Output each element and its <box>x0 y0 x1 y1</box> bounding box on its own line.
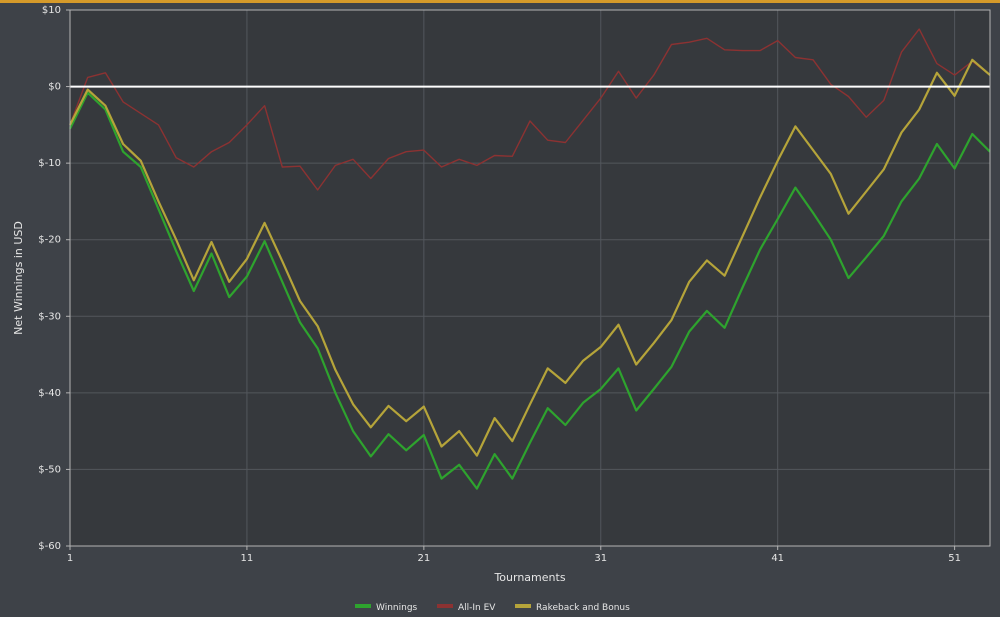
y-tick-label: $-20 <box>38 235 61 246</box>
y-tick-label: $-50 <box>38 464 61 475</box>
legend: Winnings All-In EV Rakeback and Bonus <box>355 603 630 613</box>
legend-label-all-in-ev: All-In EV <box>458 603 496 613</box>
x-tick-label: 31 <box>594 553 607 564</box>
plot-area <box>70 10 990 546</box>
series-line-rakeback-and-bonus <box>69 58 991 457</box>
y-tick-label: $10 <box>42 5 61 16</box>
y-tick-label: $-10 <box>38 158 61 169</box>
axes: $10$0$-10$-20$-30$-40$-50$-601 11 21 31 41 51 <box>38 5 961 564</box>
y-axis-title: Net Winnings in USD <box>12 221 25 335</box>
legend-label-rakeback-and-bonus: Rakeback and Bonus <box>536 603 630 613</box>
y-tick-label: $-30 <box>38 311 61 322</box>
y-tick-label: $0 <box>48 82 61 93</box>
x-tick-label: 1 <box>67 553 73 564</box>
series-line-winnings <box>69 91 991 490</box>
legend-swatch-winnings <box>355 604 371 608</box>
x-tick-label: 41 <box>771 553 784 564</box>
plot-border <box>69 9 991 547</box>
chart-canvas: $10$0$-10$-20$-30$-40$-50$-601 11 21 31 41 51… <box>12 5 991 613</box>
legend-label-winnings: Winnings <box>376 603 418 613</box>
grid <box>69 9 990 547</box>
series-line-all-in-ev <box>69 28 991 191</box>
x-tick-label: 11 <box>241 553 254 564</box>
legend-swatch-all-in-ev <box>437 604 453 608</box>
x-tick-label: 21 <box>417 553 430 564</box>
y-tick-label: $-40 <box>38 388 61 399</box>
x-axis-title: Tournaments <box>493 571 565 584</box>
series-lines <box>69 28 991 490</box>
legend-swatch-rakeback-and-bonus <box>515 604 531 608</box>
y-tick-label: $-60 <box>38 541 61 552</box>
x-tick-label: 51 <box>948 553 961 564</box>
